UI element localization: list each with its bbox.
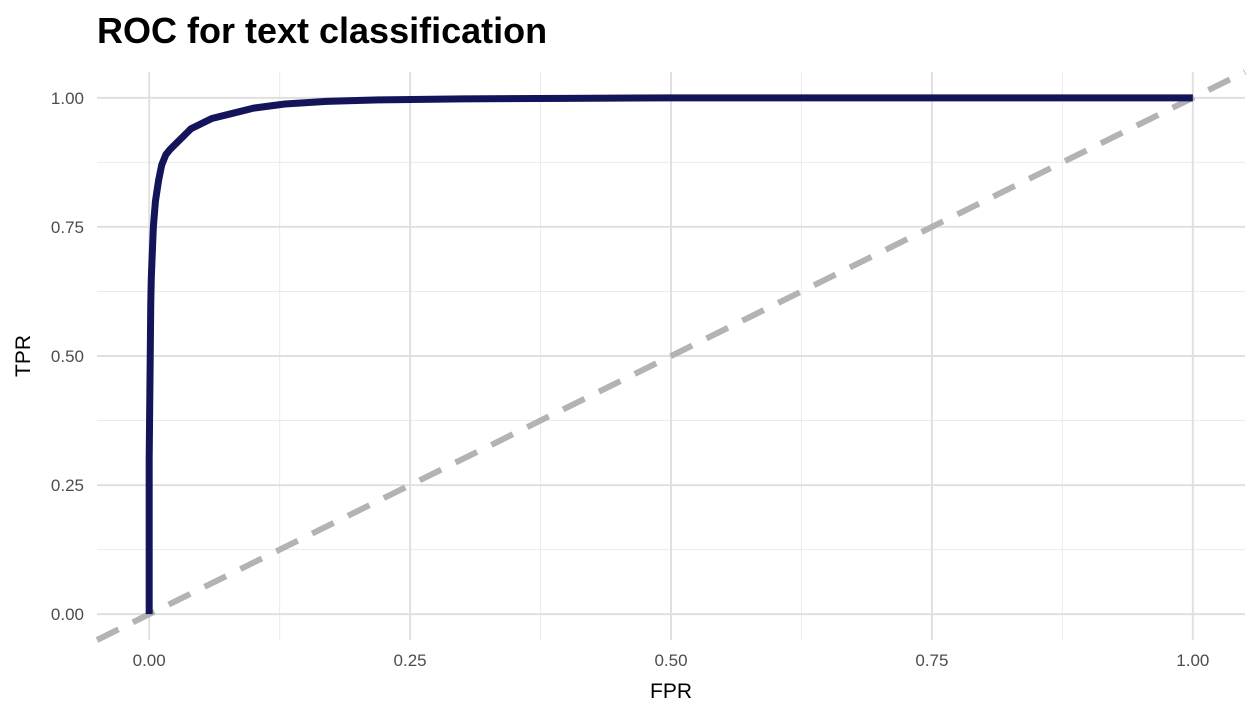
- roc-curve: [145, 94, 1193, 615]
- x-axis-title: FPR: [650, 680, 692, 703]
- x-tick-label: 0.75: [915, 651, 948, 670]
- y-tick-label: 0.50: [51, 347, 84, 366]
- y-tick-label: 1.00: [51, 89, 84, 108]
- x-tick-label: 0.00: [133, 651, 166, 670]
- x-tick-label: 0.25: [394, 651, 427, 670]
- y-tick-label: 0.25: [51, 476, 84, 495]
- random-reference-line: [95, 69, 1247, 643]
- x-tick-label: 0.50: [654, 651, 687, 670]
- y-tick-label: 0.75: [51, 218, 84, 237]
- y-tick-label: 0.00: [51, 605, 84, 624]
- chart-title: ROC for text classification: [97, 10, 548, 51]
- y-axis-title: TPR: [12, 335, 35, 377]
- x-tick-label: 1.00: [1176, 651, 1209, 670]
